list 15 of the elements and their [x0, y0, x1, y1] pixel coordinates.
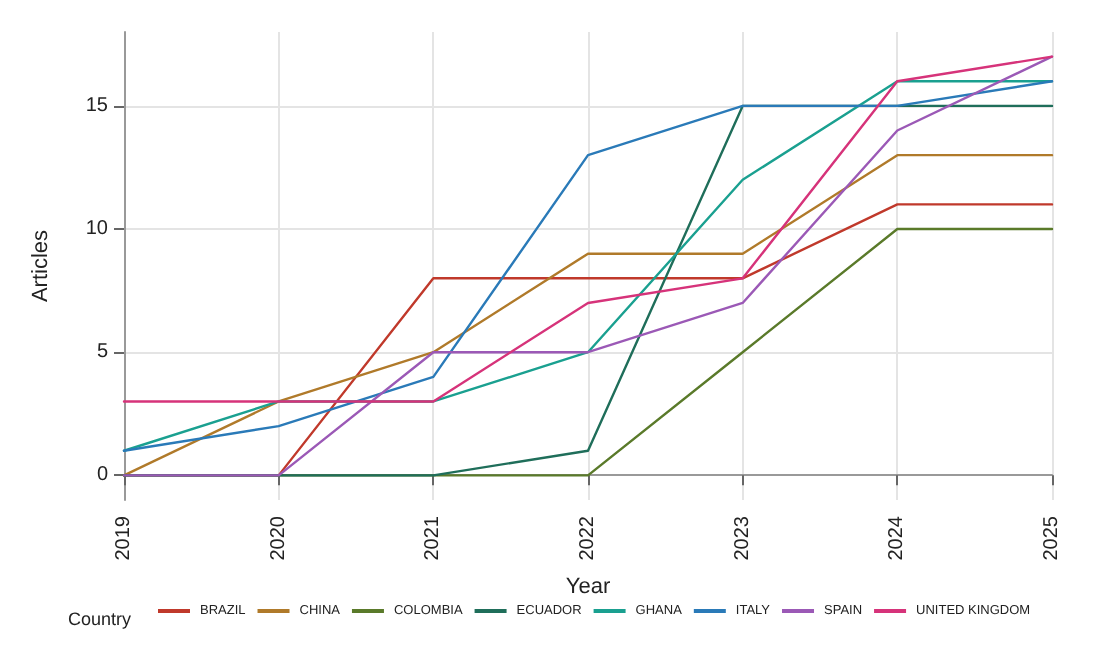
line-series: [122, 55, 1054, 403]
y-tick-label: 0: [96, 464, 109, 487]
legend-title: Country: [68, 609, 133, 629]
x-axis-title: Year: [565, 575, 611, 600]
y-tick-label: 15: [85, 94, 109, 117]
x-tick-label: 2021: [422, 515, 445, 561]
y-axis-title: Articles: [29, 228, 53, 303]
y-tick-label: 5: [96, 341, 109, 364]
x-tick-label: 2023: [731, 515, 754, 561]
x-tick-label: 2025: [1041, 515, 1063, 561]
y-tick-label: 10: [85, 218, 109, 241]
x-tick-label: 2019: [113, 515, 135, 561]
x-tick-label: 2022: [577, 515, 599, 561]
x-tick-label: 2020: [267, 515, 290, 561]
x-tick-label: 2024: [886, 515, 909, 561]
